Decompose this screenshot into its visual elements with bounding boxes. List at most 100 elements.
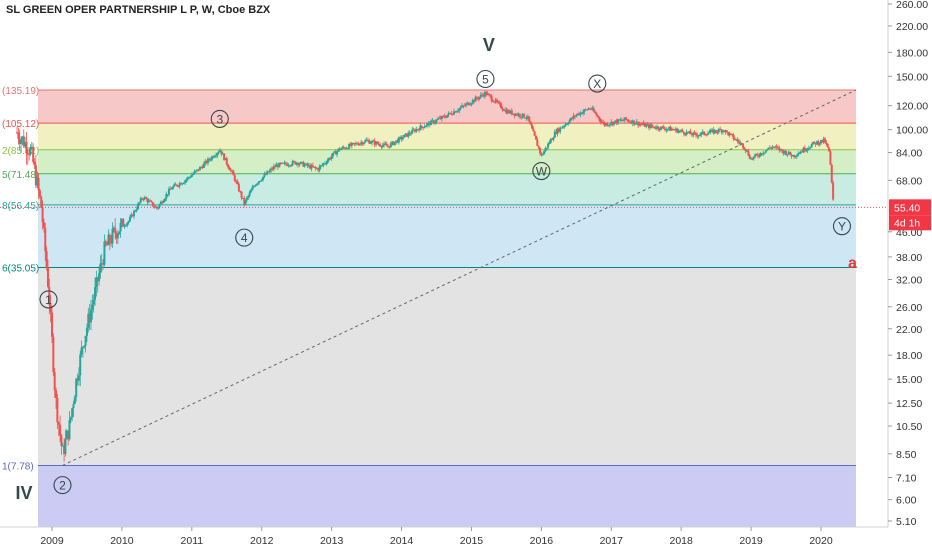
candle-body xyxy=(822,138,825,143)
candle-body xyxy=(373,140,376,145)
candle-body xyxy=(618,119,621,121)
candle-body xyxy=(407,132,410,137)
candle-body xyxy=(381,145,384,147)
candle-body xyxy=(690,134,693,136)
candle-body xyxy=(79,354,82,376)
candle-body xyxy=(52,336,55,373)
candle-body xyxy=(255,184,258,186)
candle-body xyxy=(235,181,238,183)
candle-body xyxy=(98,273,101,282)
candle-body xyxy=(18,138,21,144)
candle-body xyxy=(92,299,95,305)
candle-body xyxy=(482,95,485,97)
candle-body xyxy=(731,134,734,136)
candle-body xyxy=(721,130,724,133)
candle-body xyxy=(634,123,637,125)
time-axis[interactable]: 2009 2010 2011 2012 2013 2014 2015 2016 2017 2018… xyxy=(0,526,932,550)
candle-body xyxy=(752,156,755,159)
candle-body xyxy=(639,123,642,125)
candle-body xyxy=(477,98,480,100)
candle-body xyxy=(25,142,28,154)
candle-body xyxy=(509,110,512,114)
candle-body xyxy=(192,173,195,175)
fib-zone xyxy=(38,90,856,124)
candle-body xyxy=(271,168,274,170)
candle-body xyxy=(173,184,176,187)
fib-level-label: 6(35.05) xyxy=(2,264,39,275)
candle-body xyxy=(673,129,676,131)
candle-body xyxy=(159,201,162,205)
wave-label-circle xyxy=(210,109,229,128)
candle-body xyxy=(399,137,402,139)
candle-body xyxy=(68,420,71,440)
candle-body xyxy=(692,132,695,136)
candle-body xyxy=(352,142,355,144)
candle-body xyxy=(473,99,476,102)
candle-body xyxy=(676,128,679,133)
price-axis[interactable]: 260.00 220.00 180.00 150.00 120.00 100.00 84.0… xyxy=(887,0,932,550)
candle-body xyxy=(280,162,283,164)
candle-body xyxy=(416,129,419,131)
candle-body xyxy=(669,126,672,131)
candle-body xyxy=(338,148,341,151)
price-tick-label: 38.00 xyxy=(896,252,922,264)
candle-body xyxy=(568,120,571,124)
candle-body xyxy=(197,169,200,171)
candle-body xyxy=(36,177,39,186)
candle-body xyxy=(200,166,203,168)
candle-body xyxy=(709,130,712,133)
candle-body xyxy=(426,123,429,127)
candle-body xyxy=(450,113,453,115)
candle-body xyxy=(623,117,626,121)
candle-body xyxy=(615,120,618,124)
candle-body xyxy=(349,144,352,146)
candle-body xyxy=(806,148,809,151)
candle-body xyxy=(727,131,730,136)
wave-label: W xyxy=(536,165,548,179)
candle-body xyxy=(198,167,201,171)
candle-body xyxy=(424,126,427,128)
candle-body xyxy=(747,150,750,156)
candle-body xyxy=(185,179,188,181)
candle-body xyxy=(432,120,435,124)
candle-body xyxy=(744,149,747,152)
candle-body xyxy=(802,147,805,152)
fib-levels: (135.19) (105.12) 2(85.82) 5(71.48) 8(56.45)… xyxy=(2,86,856,472)
candle-body xyxy=(516,113,519,116)
candle-body xyxy=(210,156,213,160)
candle-body xyxy=(642,122,645,125)
candle-body xyxy=(64,439,67,454)
price-tick-label: 5.10 xyxy=(896,516,917,528)
candle-body xyxy=(221,153,224,155)
candle-body xyxy=(239,191,242,193)
candle-body xyxy=(369,142,372,144)
candle-body xyxy=(147,200,150,203)
candle-body xyxy=(383,143,386,146)
candle-body xyxy=(184,180,187,183)
candle-body xyxy=(799,151,802,154)
candle-body xyxy=(564,124,567,126)
candle-body xyxy=(405,133,408,137)
candle-body xyxy=(633,120,636,125)
candle-body xyxy=(142,198,145,200)
candle-body xyxy=(30,146,33,148)
candle-body xyxy=(283,162,286,164)
candle-body xyxy=(412,129,415,131)
candle-body xyxy=(627,120,630,122)
candle-body xyxy=(689,131,692,135)
candle-body xyxy=(309,165,312,169)
candle-body xyxy=(389,143,392,148)
candle-body xyxy=(165,194,168,199)
candle-body xyxy=(254,185,257,187)
candle-body xyxy=(525,117,528,119)
candle-body xyxy=(260,179,263,181)
candle-body xyxy=(497,102,500,104)
candle-body xyxy=(333,151,336,153)
candle-body xyxy=(216,152,219,156)
candle-body xyxy=(743,147,746,150)
time-tick-label: 2015 xyxy=(460,535,484,547)
candle-body xyxy=(737,141,740,144)
candle-body xyxy=(512,113,515,115)
candle-body xyxy=(459,107,462,109)
